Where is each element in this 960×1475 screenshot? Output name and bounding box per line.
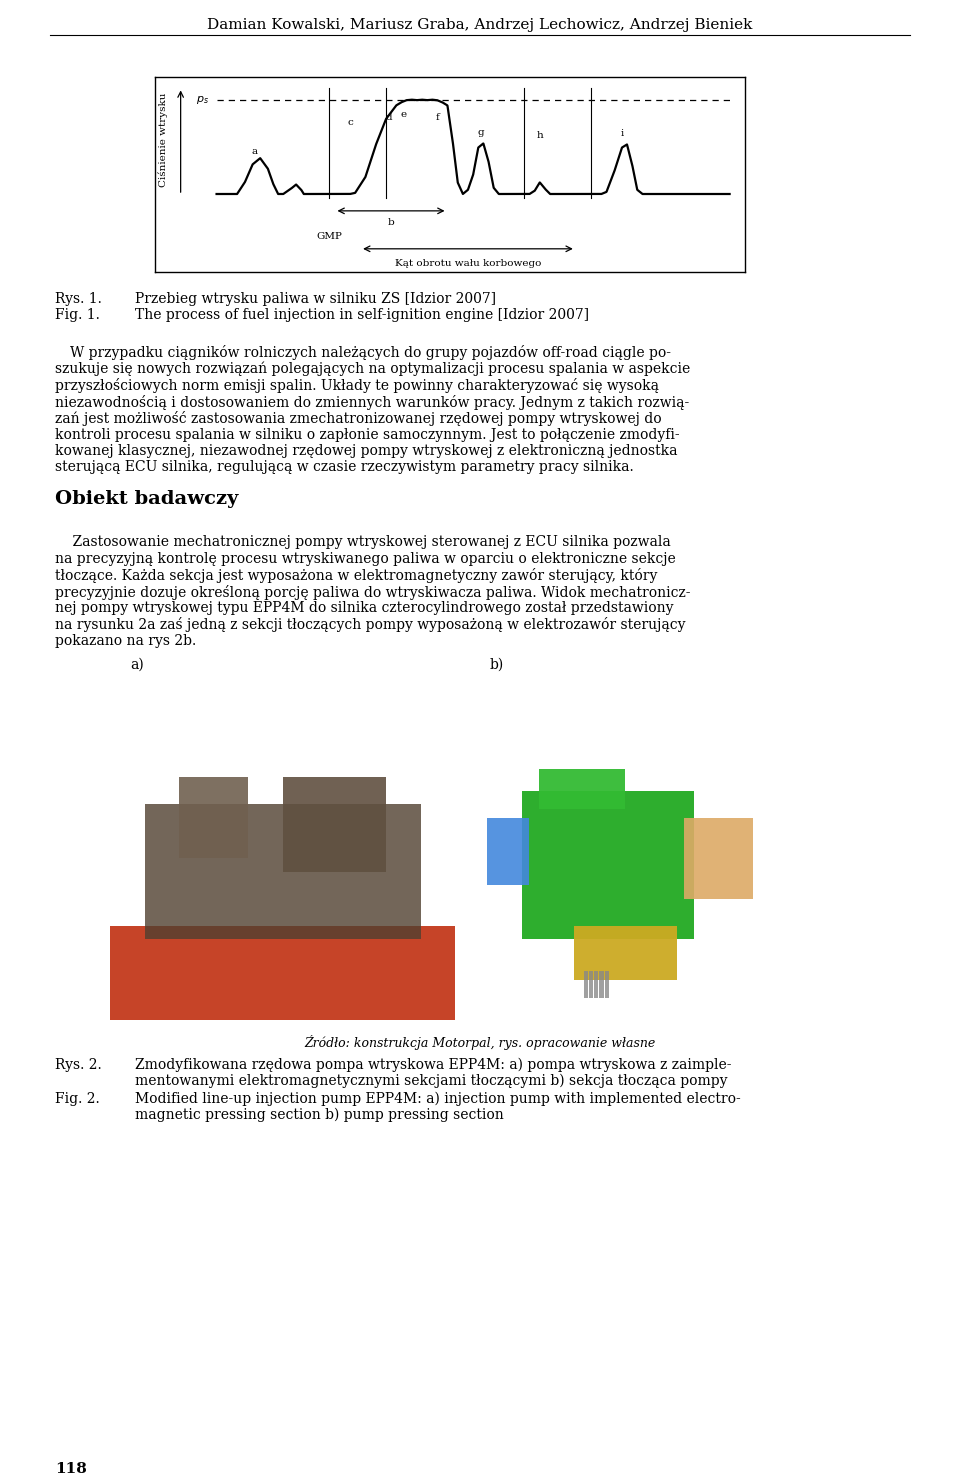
Text: szukuje się nowych rozwiązań polegających na optymalizacji procesu spalania w as: szukuje się nowych rozwiązań polegającyc… xyxy=(55,361,690,376)
Bar xyxy=(594,972,598,999)
Text: a): a) xyxy=(130,658,144,673)
Text: GMP: GMP xyxy=(317,232,343,240)
Text: Rys. 2.: Rys. 2. xyxy=(55,1058,102,1072)
Bar xyxy=(145,804,420,940)
Bar xyxy=(684,817,753,898)
Bar xyxy=(282,777,386,872)
Text: The process of fuel injection in self-ignition engine [Idzior 2007]: The process of fuel injection in self-ig… xyxy=(135,308,589,322)
Bar xyxy=(521,791,694,940)
Text: nej pompy wtryskowej typu EPP4M do silnika czterocylindrowego został przedstawio: nej pompy wtryskowej typu EPP4M do silni… xyxy=(55,600,674,615)
Text: c: c xyxy=(348,118,353,127)
Text: a: a xyxy=(252,148,258,156)
Text: e: e xyxy=(400,111,407,119)
Text: Źródło: konstrukcja Motorpal, rys. opracowanie własne: Źródło: konstrukcja Motorpal, rys. oprac… xyxy=(304,1035,656,1050)
Bar xyxy=(179,777,248,858)
Text: Zastosowanie mechatronicznej pompy wtryskowej sterowanej z ECU silnika pozwala: Zastosowanie mechatronicznej pompy wtrys… xyxy=(55,535,671,549)
Text: kowanej klasycznej, niezawodnej rzędowej pompy wtryskowej z elektroniczną jednos: kowanej klasycznej, niezawodnej rzędowej… xyxy=(55,444,678,459)
Text: f: f xyxy=(435,114,439,122)
Text: b): b) xyxy=(490,658,504,673)
Text: magnetic pressing section b) pump pressing section: magnetic pressing section b) pump pressi… xyxy=(135,1108,504,1122)
Text: Modified line-up injection pump EPP4M: a) injection pump with implemented electr: Modified line-up injection pump EPP4M: a… xyxy=(135,1092,741,1106)
Text: sterującą ECU silnika, regulującą w czasie rzeczywistym parametry pracy silnika.: sterującą ECU silnika, regulującą w czas… xyxy=(55,460,634,475)
Text: Kąt obrotu wału korbowego: Kąt obrotu wału korbowego xyxy=(395,260,541,268)
Text: h: h xyxy=(537,131,543,140)
Text: Fig. 2.: Fig. 2. xyxy=(55,1092,100,1106)
Bar xyxy=(539,768,625,810)
Text: Ciśnienie wtrysku: Ciśnienie wtrysku xyxy=(157,93,168,187)
Text: Rys. 1.: Rys. 1. xyxy=(55,292,102,305)
Text: $p_s$: $p_s$ xyxy=(196,93,209,106)
Text: g: g xyxy=(477,128,484,137)
Bar xyxy=(584,972,588,999)
Text: przyszłościowych norm emisji spalin. Układy te powinny charakteryzować się wysok: przyszłościowych norm emisji spalin. Ukł… xyxy=(55,378,659,392)
Bar xyxy=(589,972,593,999)
Bar xyxy=(110,925,455,1021)
Text: na rysunku 2a zaś jedną z sekcji tłoczących pompy wyposażoną w elektrozawór ster: na rysunku 2a zaś jedną z sekcji tłocząc… xyxy=(55,618,685,633)
Text: i: i xyxy=(620,130,623,139)
Bar xyxy=(573,925,677,979)
Text: 118: 118 xyxy=(55,1462,86,1475)
Text: Zmodyfikowana rzędowa pompa wtryskowa EPP4M: a) pompa wtryskowa z zaimple-: Zmodyfikowana rzędowa pompa wtryskowa EP… xyxy=(135,1058,732,1072)
Text: mentowanymi elektromagnetycznymi sekcjami tłoczącymi b) sekcja tłocząca pompy: mentowanymi elektromagnetycznymi sekcjam… xyxy=(135,1074,728,1089)
Text: na precyzyjną kontrolę procesu wtryskiwanego paliwa w oparciu o elektroniczne se: na precyzyjną kontrolę procesu wtryskiwa… xyxy=(55,552,676,565)
Text: Obiekt badawczy: Obiekt badawczy xyxy=(55,490,238,507)
Text: d: d xyxy=(385,114,392,122)
Text: Damian Kowalski, Mariusz Graba, Andrzej Lechowicz, Andrzej Bieniek: Damian Kowalski, Mariusz Graba, Andrzej … xyxy=(207,18,753,32)
Text: Przebieg wtrysku paliwa w silniku ZS [Idzior 2007]: Przebieg wtrysku paliwa w silniku ZS [Id… xyxy=(135,292,496,305)
Text: niezawodnością i dostosowaniem do zmiennych warunków pracy. Jednym z takich rozw: niezawodnością i dostosowaniem do zmienn… xyxy=(55,394,689,410)
Bar xyxy=(605,972,609,999)
Text: W przypadku ciągników rolniczych należących do grupy pojazdów off-road ciągle po: W przypadku ciągników rolniczych należąc… xyxy=(70,345,671,360)
Bar xyxy=(488,817,529,885)
Text: precyzyjnie dozuje określoną porcję paliwa do wtryskiwacza paliwa. Widok mechatr: precyzyjnie dozuje określoną porcję pali… xyxy=(55,584,690,599)
Text: pokazano na rys 2b.: pokazano na rys 2b. xyxy=(55,634,196,648)
Text: b: b xyxy=(388,218,395,227)
Bar xyxy=(599,972,604,999)
Text: kontroli procesu spalania w silniku o zapłonie samoczynnym. Jest to połączenie z: kontroli procesu spalania w silniku o za… xyxy=(55,428,680,441)
Text: zań jest możliwość zastosowania zmechatronizowanej rzędowej pompy wtryskowej do: zań jest możliwość zastosowania zmechatr… xyxy=(55,412,661,426)
Text: tłoczące. Każda sekcja jest wyposażona w elektromagnetyczny zawór sterujący, któ: tłoczące. Każda sekcja jest wyposażona w… xyxy=(55,568,658,583)
Text: Fig. 1.: Fig. 1. xyxy=(55,308,100,322)
